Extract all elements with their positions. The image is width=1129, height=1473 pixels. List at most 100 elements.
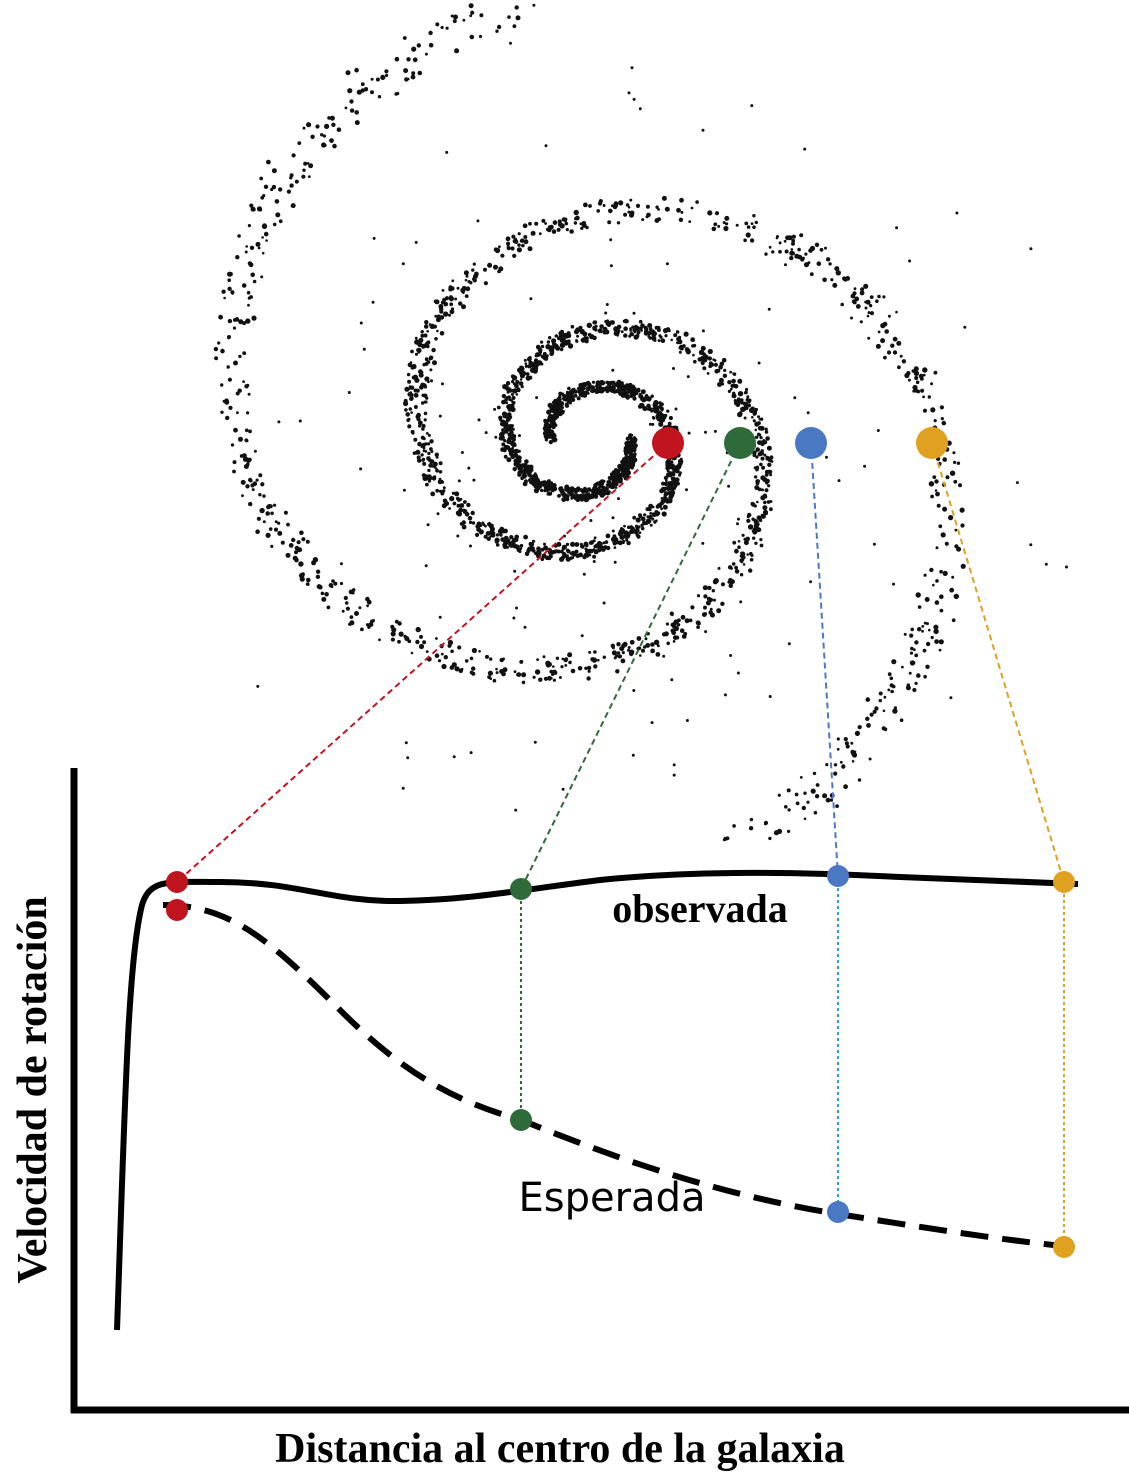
star — [558, 222, 563, 227]
star — [897, 365, 901, 369]
star — [265, 511, 270, 516]
star — [763, 501, 767, 505]
star — [540, 489, 543, 492]
star — [220, 383, 223, 386]
star — [584, 542, 589, 547]
star — [430, 450, 433, 453]
star — [666, 459, 671, 464]
star — [757, 415, 760, 418]
star — [615, 654, 618, 657]
star — [670, 460, 673, 463]
star — [589, 519, 592, 522]
star — [277, 420, 280, 423]
star — [425, 396, 428, 399]
star — [611, 204, 614, 207]
star — [577, 555, 580, 558]
star — [286, 523, 290, 527]
star — [746, 395, 749, 398]
star — [890, 677, 894, 681]
star — [321, 592, 325, 596]
star — [465, 659, 469, 663]
star — [232, 470, 236, 474]
star — [597, 659, 600, 662]
star — [840, 761, 843, 764]
star — [649, 512, 652, 515]
star — [449, 296, 454, 301]
star — [485, 655, 489, 659]
star — [549, 440, 553, 444]
star — [570, 542, 575, 547]
star — [910, 660, 915, 665]
star — [324, 592, 329, 597]
star — [639, 327, 643, 331]
star — [666, 642, 670, 646]
star — [303, 162, 307, 166]
star — [900, 355, 903, 358]
star — [427, 380, 430, 383]
star — [602, 330, 606, 334]
star — [580, 488, 584, 492]
star — [593, 539, 596, 542]
star — [586, 676, 590, 680]
star — [643, 513, 646, 516]
star — [688, 432, 691, 435]
star — [249, 204, 253, 208]
star — [413, 438, 417, 442]
star — [506, 457, 511, 462]
star — [942, 421, 947, 426]
star — [837, 748, 840, 751]
star — [406, 57, 410, 61]
star — [753, 419, 756, 422]
star — [504, 385, 509, 390]
star — [707, 372, 710, 375]
star — [752, 214, 755, 217]
star — [653, 339, 656, 342]
star — [420, 453, 423, 456]
star — [654, 510, 658, 514]
star — [428, 434, 431, 437]
star — [569, 229, 574, 234]
star — [378, 95, 381, 98]
star — [935, 489, 938, 492]
star — [592, 555, 596, 559]
star — [645, 637, 648, 640]
star — [260, 196, 264, 200]
star — [670, 678, 673, 681]
star — [588, 651, 591, 654]
star — [946, 475, 950, 479]
star — [880, 323, 885, 328]
star — [893, 337, 898, 342]
star — [855, 731, 860, 736]
star — [409, 407, 413, 411]
star — [324, 124, 329, 129]
star — [807, 261, 810, 264]
star — [316, 575, 320, 579]
star — [539, 232, 542, 235]
star — [723, 374, 727, 378]
star — [380, 75, 385, 80]
star — [435, 489, 439, 493]
star — [704, 612, 707, 615]
star — [470, 11, 474, 15]
star — [512, 538, 517, 543]
star — [884, 329, 889, 334]
star — [935, 492, 940, 497]
star — [963, 326, 966, 329]
star — [521, 385, 524, 388]
expected-point — [510, 1109, 532, 1131]
star — [321, 142, 326, 147]
star — [767, 446, 772, 451]
star — [725, 222, 728, 225]
star — [249, 262, 254, 267]
star — [759, 538, 762, 541]
star — [448, 640, 453, 645]
star — [248, 478, 252, 482]
star — [704, 630, 707, 633]
star — [427, 360, 431, 364]
star — [754, 542, 757, 545]
star — [854, 287, 857, 290]
star — [562, 410, 565, 413]
star — [517, 243, 521, 247]
star — [649, 423, 652, 426]
star — [245, 245, 248, 248]
